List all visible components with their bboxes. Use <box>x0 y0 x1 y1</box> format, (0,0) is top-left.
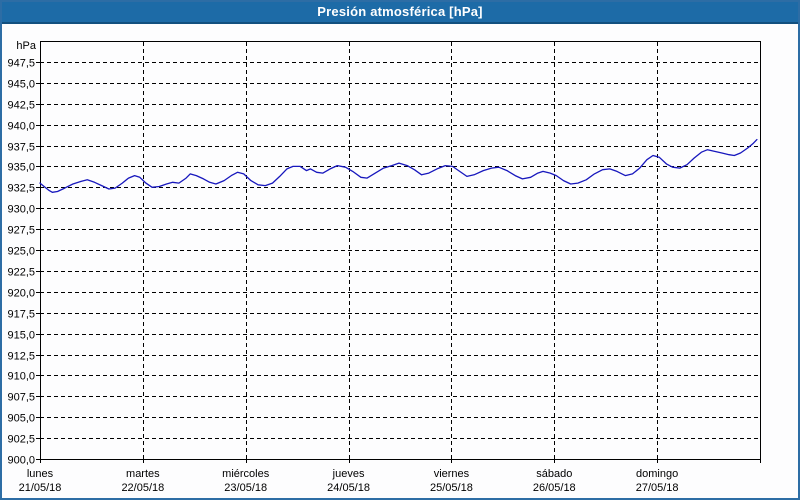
y-axis-unit-label: hPa <box>16 40 36 52</box>
y-tick-label: 900,0 <box>7 455 35 467</box>
y-tick-label: 920,0 <box>7 288 35 300</box>
x-day-name-label: sábado <box>536 468 572 480</box>
title-bar: Presión atmosférica [hPa] <box>0 0 800 24</box>
y-tick-label: 937,5 <box>7 142 35 154</box>
x-day-name-label: lunes <box>27 468 54 480</box>
y-tick-label: 922,5 <box>7 267 35 279</box>
y-tick-label: 907,5 <box>7 392 35 404</box>
y-tick-label: 905,0 <box>7 413 35 425</box>
y-tick-label: 927,5 <box>7 225 35 237</box>
y-tick-label: 947,5 <box>7 58 35 70</box>
x-day-name-label: viernes <box>434 468 470 480</box>
y-tick-label: 935,0 <box>7 162 35 174</box>
x-day-name-label: miércoles <box>222 468 270 480</box>
x-day-date-label: 26/05/18 <box>533 482 576 494</box>
y-tick-label: 945,0 <box>7 79 35 91</box>
x-day-date-label: 21/05/18 <box>19 482 62 494</box>
y-tick-label: 915,0 <box>7 330 35 342</box>
y-tick-label: 917,5 <box>7 309 35 321</box>
x-day-date-label: 25/05/18 <box>430 482 473 494</box>
y-tick-label: 942,5 <box>7 100 35 112</box>
y-tick-label: 940,0 <box>7 121 35 133</box>
x-day-name-label: domingo <box>636 468 678 480</box>
x-day-name-label: martes <box>126 468 160 480</box>
chart-title: Presión atmosférica [hPa] <box>317 3 483 19</box>
y-tick-label: 910,0 <box>7 371 35 383</box>
y-tick-label: 912,5 <box>7 351 35 363</box>
x-day-date-label: 27/05/18 <box>636 482 679 494</box>
x-day-date-label: 23/05/18 <box>224 482 267 494</box>
plot-frame <box>40 41 761 460</box>
y-tick-label: 932,5 <box>7 183 35 195</box>
x-day-name-label: jueves <box>332 468 365 480</box>
pressure-line <box>39 138 758 193</box>
y-tick-label: 902,5 <box>7 434 35 446</box>
x-day-date-label: 24/05/18 <box>327 482 370 494</box>
y-tick-label: 925,0 <box>7 246 35 258</box>
x-day-date-label: 22/05/18 <box>121 482 164 494</box>
y-tick-label: 930,0 <box>7 204 35 216</box>
